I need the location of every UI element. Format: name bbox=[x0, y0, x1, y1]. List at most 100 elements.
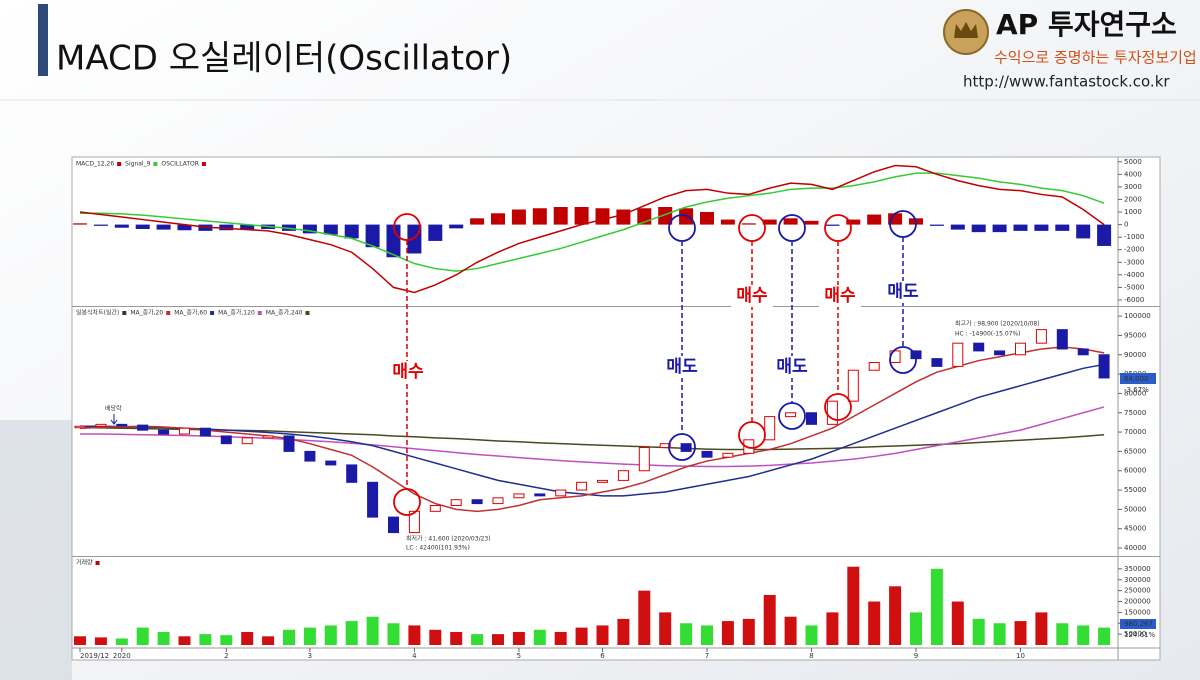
signal-label: 매도 bbox=[776, 357, 808, 377]
candle bbox=[973, 342, 985, 352]
y-tick-label: -4000 bbox=[1124, 271, 1144, 279]
signal-circle bbox=[778, 214, 806, 242]
volume-bar bbox=[951, 601, 964, 645]
note-arrow bbox=[110, 414, 118, 425]
y-tick-label: 45000 bbox=[1124, 525, 1146, 533]
volume-bar bbox=[763, 594, 776, 645]
volume-bar bbox=[930, 568, 943, 645]
volume-bar bbox=[596, 625, 609, 645]
candle bbox=[868, 362, 880, 371]
signal-circle bbox=[738, 214, 766, 242]
oscillator-bar bbox=[511, 209, 526, 225]
oscillator-bar bbox=[491, 213, 505, 225]
candle bbox=[179, 427, 190, 435]
signal-circle bbox=[393, 213, 421, 241]
legend-label: MA_종가,240 bbox=[266, 309, 303, 317]
signal-label-bg bbox=[387, 361, 429, 383]
oscillator-bar bbox=[1097, 224, 1112, 246]
x-tick-label: 2 bbox=[224, 652, 228, 660]
candle bbox=[576, 481, 588, 491]
oscillator-bar bbox=[950, 224, 965, 230]
candle bbox=[722, 452, 734, 458]
volume-bar bbox=[784, 616, 797, 645]
volume-bar bbox=[115, 638, 128, 645]
signal-label-bg bbox=[771, 356, 813, 378]
candle bbox=[513, 493, 525, 499]
candle bbox=[617, 470, 629, 481]
candle bbox=[262, 435, 274, 439]
volume-bar bbox=[972, 618, 985, 645]
candle bbox=[74, 425, 86, 429]
oscillator-bar bbox=[741, 223, 756, 225]
oscillator-bar bbox=[156, 224, 171, 230]
legend-label: MA_종가,20 bbox=[130, 309, 163, 317]
line-series bbox=[79, 164, 1105, 294]
legend-label: 거래량 bbox=[76, 559, 93, 567]
volume-bar bbox=[512, 631, 525, 645]
legend-swatch bbox=[117, 162, 122, 166]
oscillator-bar bbox=[595, 208, 610, 225]
note: LC : 42400(101.93%) bbox=[406, 545, 470, 552]
candle bbox=[785, 412, 797, 418]
oscillator-bar bbox=[407, 224, 422, 254]
oscillator-bar bbox=[762, 219, 777, 225]
candle bbox=[346, 464, 358, 483]
oscillator-bar bbox=[1076, 224, 1091, 239]
last-price-box bbox=[1120, 373, 1156, 384]
candle bbox=[241, 437, 253, 445]
x-tick-label: 2020 bbox=[113, 652, 131, 660]
url: http://www.fantastock.co.kr bbox=[963, 73, 1170, 91]
volume-bar bbox=[492, 634, 504, 645]
oscillator-bar bbox=[302, 224, 317, 234]
volume-bar bbox=[638, 590, 651, 645]
line-series bbox=[80, 363, 1105, 497]
oscillator-bar bbox=[553, 207, 568, 225]
signal-label-bg bbox=[882, 281, 924, 303]
y-tick-label: 200000 bbox=[1124, 598, 1151, 606]
signal-circle bbox=[824, 393, 852, 421]
signal-label-bg bbox=[819, 285, 861, 307]
volume-bar bbox=[1077, 625, 1090, 645]
y-tick-label: -3000 bbox=[1124, 258, 1144, 266]
logo-crown bbox=[954, 22, 978, 38]
volume-bar bbox=[826, 612, 839, 645]
y-tick-label: 0 bbox=[1124, 221, 1128, 229]
candle bbox=[847, 369, 859, 402]
candle bbox=[116, 423, 128, 427]
volume-bar bbox=[136, 627, 149, 645]
x-tick-label: 7 bbox=[705, 652, 709, 660]
signal-label-bg bbox=[661, 356, 703, 378]
oscillator-bar bbox=[992, 224, 1007, 233]
volume-bar bbox=[805, 625, 818, 645]
volume-bar bbox=[199, 634, 212, 645]
note: 배당락 bbox=[105, 405, 122, 413]
candle bbox=[450, 499, 462, 507]
volume-bar bbox=[241, 631, 254, 645]
signal-circle bbox=[778, 402, 806, 430]
volume-bar bbox=[450, 631, 463, 645]
legend-label: OSCILLATOR bbox=[161, 161, 199, 168]
last-change: -3.67% bbox=[1124, 386, 1149, 394]
y-tick-label: 75000 bbox=[1124, 409, 1146, 417]
oscillator-bar bbox=[574, 207, 589, 225]
chart-frame bbox=[71, 156, 1161, 661]
y-tick-label: 350000 bbox=[1124, 565, 1151, 573]
oscillator-bar bbox=[240, 224, 255, 230]
volume-change: 124.61% bbox=[1124, 631, 1155, 639]
oscillator-bar bbox=[386, 224, 401, 258]
title-bar bbox=[38, 4, 48, 76]
volume-bar bbox=[889, 586, 902, 645]
candle bbox=[826, 400, 838, 425]
volume-bar bbox=[366, 616, 379, 645]
candle bbox=[1056, 329, 1068, 350]
oscillator-bar bbox=[219, 224, 234, 231]
legend-label: MA_종가,120 bbox=[218, 309, 255, 317]
candle bbox=[952, 342, 964, 367]
candle bbox=[659, 443, 671, 449]
legend-label: MACD_12,26 bbox=[76, 161, 114, 168]
candle bbox=[367, 481, 379, 518]
candle bbox=[388, 516, 399, 534]
signal-circle bbox=[889, 210, 917, 238]
candle bbox=[220, 435, 232, 445]
legend-swatch bbox=[257, 311, 262, 315]
